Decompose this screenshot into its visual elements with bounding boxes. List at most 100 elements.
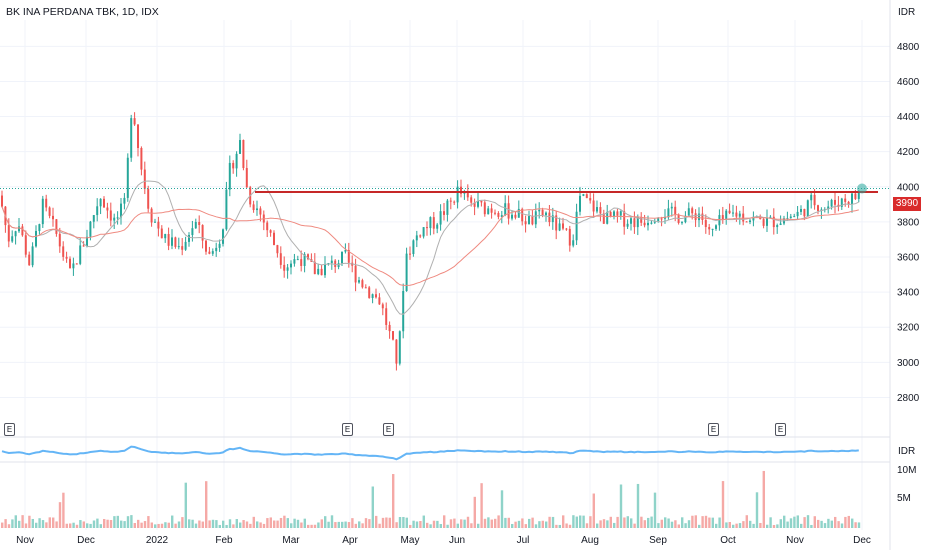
volume-bar: [154, 524, 157, 528]
candle-body: [647, 222, 649, 226]
volume-bar: [361, 523, 364, 528]
candle-body: [694, 213, 697, 221]
volume-bar: [398, 517, 402, 528]
candle-body: [126, 157, 129, 198]
candle-body: [55, 219, 58, 234]
candle-body: [232, 162, 235, 169]
candle-body: [426, 227, 428, 229]
earnings-marker[interactable]: E: [708, 423, 719, 436]
candle-body: [28, 254, 31, 266]
volume-bar: [446, 524, 449, 528]
volume-bar: [670, 521, 674, 528]
volume-bar: [228, 519, 232, 528]
candle-body: [545, 212, 547, 216]
candle-body: [470, 197, 473, 203]
volume-bar: [735, 523, 738, 528]
earnings-marker[interactable]: E: [4, 423, 15, 436]
candle-body: [24, 235, 27, 255]
volume-bar: [626, 516, 629, 528]
volume-bar: [432, 520, 436, 528]
candle-body: [137, 124, 139, 149]
volume-bar: [364, 518, 368, 528]
indicator-line: [1, 445, 859, 461]
candle-body: [803, 208, 806, 217]
candle-body: [273, 232, 275, 246]
earnings-marker[interactable]: E: [383, 423, 394, 436]
volume-bar: [844, 516, 847, 528]
candle-body: [466, 192, 469, 198]
candle-body: [160, 228, 163, 239]
volume-bar: [480, 483, 483, 528]
volume-bar: [443, 515, 446, 528]
candle-body: [242, 140, 245, 169]
x-tick-label: Oct: [720, 535, 736, 546]
volume-bar: [738, 523, 742, 528]
volume-bar: [1, 522, 4, 528]
volume-bar: [279, 517, 283, 528]
candle-body: [184, 241, 187, 250]
candle-body: [75, 263, 78, 265]
candle-body: [432, 217, 435, 229]
volume-bar: [517, 520, 521, 528]
candle-body: [446, 200, 449, 215]
volume-bar: [796, 515, 799, 528]
candle-body: [215, 247, 218, 252]
volume-bar: [99, 524, 102, 528]
candle-body: [436, 224, 439, 229]
volume-bar: [290, 523, 293, 528]
volume-bar: [565, 523, 568, 528]
chart-title: BK INA PERDANA TBK, 1D, IDX: [6, 6, 159, 18]
volume-bar: [640, 516, 643, 528]
volume-bar: [198, 520, 201, 528]
candle-body: [109, 210, 112, 221]
candle-body: [191, 228, 194, 236]
volume-bar: [834, 516, 837, 528]
candle-body: [344, 250, 347, 252]
candle-body: [599, 207, 602, 214]
candle-body: [140, 148, 143, 170]
candle-body: [453, 201, 456, 203]
earnings-marker[interactable]: E: [342, 423, 353, 436]
candle-body: [415, 235, 418, 241]
volume-bar: [830, 520, 833, 528]
x-tick-label: Nov: [786, 535, 804, 546]
volume-bar: [245, 521, 249, 528]
volume-bar: [820, 520, 823, 528]
volume-bar: [164, 522, 167, 528]
volume-bar: [266, 518, 269, 528]
candle-body: [147, 188, 150, 209]
y-tick-label: 3400: [897, 288, 920, 299]
volume-bar: [191, 519, 194, 528]
volume-bar: [721, 481, 725, 528]
volume-bar: [704, 515, 708, 528]
volume-bar: [341, 521, 344, 528]
volume-bar: [65, 523, 68, 528]
candle-body: [687, 208, 690, 216]
candle-body: [106, 207, 109, 211]
volume-bar: [483, 518, 487, 528]
x-tick-label: Sep: [649, 535, 667, 546]
candle-body: [494, 212, 496, 214]
candle-body: [65, 256, 68, 259]
volume-bar: [201, 521, 204, 528]
candle-body: [392, 331, 394, 340]
candle-body: [674, 206, 677, 215]
volume-bar: [256, 521, 259, 528]
candle-body: [742, 213, 745, 222]
volume-bar: [194, 523, 198, 528]
candle-body: [711, 228, 714, 230]
candle-body: [72, 263, 75, 269]
volume-bar: [276, 520, 279, 528]
candle-body: [211, 251, 214, 254]
volume-bar: [28, 515, 31, 528]
candle-body: [847, 201, 850, 205]
candle-body: [664, 217, 666, 219]
volume-bar: [854, 522, 857, 528]
volume-bar: [558, 524, 561, 528]
volume-bar: [477, 523, 480, 528]
candle-body: [721, 215, 724, 220]
volume-bar: [205, 481, 208, 528]
candle-body: [307, 254, 309, 260]
earnings-marker[interactable]: E: [775, 423, 786, 436]
